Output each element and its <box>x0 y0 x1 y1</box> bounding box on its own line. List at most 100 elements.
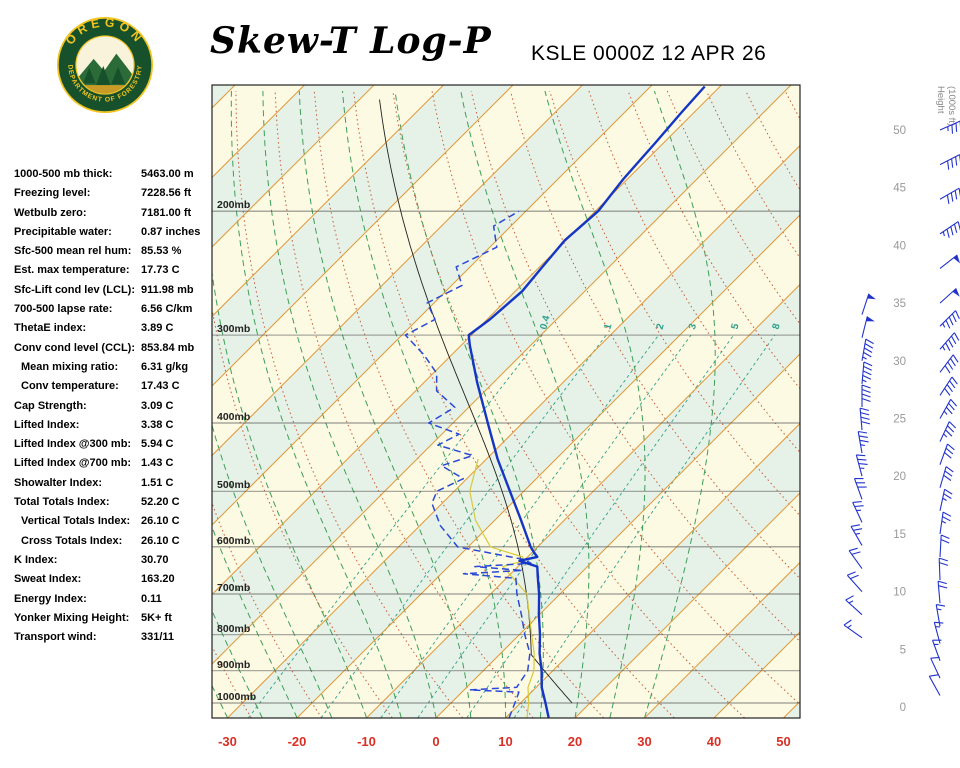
pressure-axis-label: 300mb <box>217 323 250 335</box>
dry-adiabat <box>666 90 800 325</box>
height-scale-label: 50 <box>893 125 906 137</box>
index-label: Cap Strength: <box>14 399 87 412</box>
isotherm-line <box>435 353 800 718</box>
isotherm-line <box>227 144 800 718</box>
mixing-ratio-label: 2 <box>655 322 667 331</box>
dry-adiabat <box>470 90 800 643</box>
chart-frame <box>211 84 801 719</box>
index-row: Sfc-Lift cond lev (LCL): 911.98 mb <box>14 284 214 303</box>
index-value: 3.38 C <box>141 418 174 431</box>
parcel-trace <box>379 99 573 704</box>
mixing-ratio-line <box>417 334 692 718</box>
index-value: 3.09 C <box>141 399 174 412</box>
index-label: Freezing level: <box>14 187 91 200</box>
mixing-ratio-line <box>320 334 607 718</box>
index-row: Precipitable water: 0.87 inches <box>14 226 214 245</box>
dry-adiabat <box>392 90 745 718</box>
height-scale-label: 15 <box>893 529 906 541</box>
temp-axis-label: -20 <box>288 734 307 749</box>
wind-barbs-mid-column <box>843 293 876 639</box>
index-value: 1.43 C <box>141 457 174 470</box>
index-value: 26.10 C <box>141 515 180 528</box>
temp-axis-label: 20 <box>568 734 582 749</box>
index-value: 52.20 C <box>141 496 180 509</box>
temp-axis-label: 50 <box>776 734 790 749</box>
index-label: Yonker Mixing Height: <box>14 611 130 624</box>
temp-axis-label: 0 <box>432 734 439 749</box>
index-label: Energy Index: <box>14 592 87 605</box>
index-label: Wetbulb zero: <box>14 206 87 219</box>
moist-adiabat <box>394 90 544 718</box>
mixing-ratio-label: 5 <box>730 322 742 331</box>
index-row: Cross Totals Index: 26.10 C <box>14 535 214 554</box>
temp-axis-label: 10 <box>498 734 512 749</box>
height-scale-label: 25 <box>893 414 906 426</box>
height-scale-label: 45 <box>893 183 906 195</box>
station-id: KSLE 0000Z 12 APR 26 <box>531 42 767 65</box>
index-row: Conv temperature: 17.43 C <box>14 380 214 399</box>
pressure-axis-label: 400mb <box>217 411 250 423</box>
index-label: 1000-500 mb thick: <box>14 168 113 180</box>
index-value: 5K+ ft <box>141 611 172 624</box>
odf-logo: OREGON DEPARTMENT OF FORESTRY <box>56 15 154 114</box>
index-label: Sweat Index: <box>14 573 82 586</box>
index-label: Showalter Index: <box>14 476 103 489</box>
isotherm-line <box>713 631 800 718</box>
page-title: Skew-T Log-P <box>210 20 492 62</box>
dry-adiabat <box>353 90 675 718</box>
dry-adiabat <box>824 91 960 718</box>
dry-adiabat <box>706 90 800 259</box>
index-row: Est. max temperature: 17.73 C <box>14 264 214 283</box>
logo-trees-icon <box>83 65 126 87</box>
mixing-ratio-line <box>248 334 543 718</box>
dry-adiabat <box>313 90 605 718</box>
index-label: Sfc-Lift cond lev (LCL): <box>14 283 135 296</box>
moist-adiabat <box>298 90 472 718</box>
temp-axis-label: 30 <box>637 734 651 749</box>
index-value: 5463.00 m <box>141 168 194 180</box>
index-value: 6.31 g/kg <box>141 360 189 373</box>
moist-adiabat <box>460 90 590 718</box>
background-band <box>227 145 800 718</box>
index-value: 6.56 C/km <box>141 303 193 316</box>
temp-axis-label: -30 <box>218 734 237 749</box>
pressure-axis-label: 900mb <box>217 659 250 671</box>
mixing-ratio-label: 1 <box>602 322 614 331</box>
index-row: Vertical Totals Index: 26.10 C <box>14 515 214 534</box>
index-row: Lifted Index @700 mb: 1.43 C <box>14 457 214 476</box>
logo-forest-scene <box>76 36 134 94</box>
mixing-ratio-label: 0.4 <box>538 314 552 331</box>
index-row: K Index: 30.70 <box>14 554 214 573</box>
background-band <box>212 85 800 718</box>
isotherm-line <box>574 492 800 718</box>
index-row: Total Totals Index: 52.20 C <box>14 496 214 515</box>
index-row: Transport wind: 331/11 <box>14 631 214 650</box>
index-row: Sfc-500 mean rel hum: 85.53 % <box>14 245 214 264</box>
moist-adiabat <box>644 90 716 718</box>
index-label: 700-500 lapse rate: <box>14 303 113 316</box>
indices-panel: 1000-500 mb thick: 5463.00 m Freezing leve… <box>14 168 214 650</box>
index-row: Freezing level: 7228.56 ft <box>14 187 214 206</box>
index-row: Lifted Index @300 mb: 5.94 C <box>14 438 214 457</box>
index-value: 3.89 C <box>141 322 174 335</box>
index-value: 0.87 inches <box>141 225 201 238</box>
moist-adiabat <box>262 90 437 718</box>
index-label: K Index: <box>14 553 58 566</box>
index-row: Lifted Index: 3.38 C <box>14 419 214 438</box>
dry-adiabat <box>509 90 800 580</box>
height-scale-label: 40 <box>893 240 906 252</box>
dry-adiabat <box>942 91 960 718</box>
index-row: 700-500 lapse rate: 6.56 C/km <box>14 303 214 322</box>
pressure-axis-label: 700mb <box>217 582 250 594</box>
index-value: 163.20 <box>141 573 175 586</box>
temp-axis-label: -10 <box>357 734 376 749</box>
pressure-axis-label: 1000mb <box>217 691 256 703</box>
index-value: 85.53 % <box>141 245 182 258</box>
background-band <box>714 632 800 718</box>
isotherm-line <box>505 422 800 718</box>
dry-adiabat <box>745 90 800 191</box>
index-row: Sweat Index: 163.20 <box>14 573 214 592</box>
isotherm-line <box>366 283 800 718</box>
index-value: 7181.00 ft <box>141 206 192 219</box>
